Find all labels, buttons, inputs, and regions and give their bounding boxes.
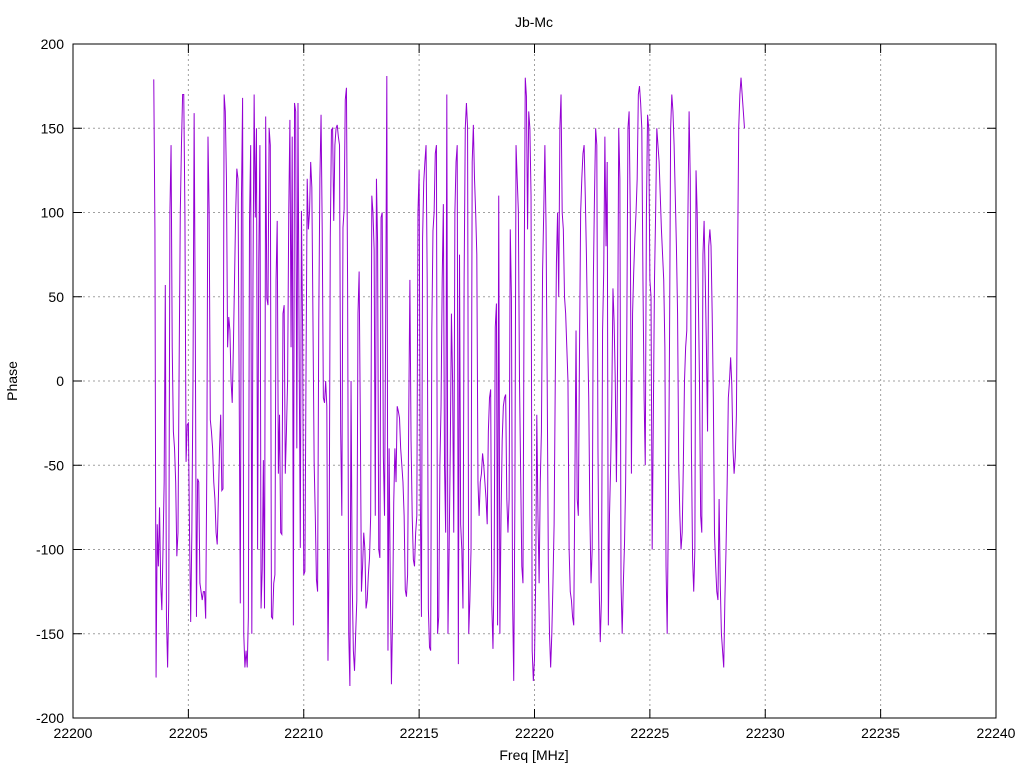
- grid-lines: [73, 44, 996, 718]
- y-tick-label: 0: [56, 373, 64, 389]
- x-tick-label: 22205: [169, 725, 208, 741]
- x-tick-label: 22235: [861, 725, 900, 741]
- x-tick-label: 22200: [54, 725, 93, 741]
- axis-ticks: [72, 43, 997, 719]
- x-tick-label: 22225: [630, 725, 669, 741]
- phase-series-line: [153, 76, 745, 687]
- y-tick-label: -150: [36, 626, 64, 642]
- y-axis-title: Phase: [4, 361, 20, 401]
- y-tick-label: 150: [41, 120, 65, 136]
- y-tick-label: 50: [48, 289, 64, 305]
- x-axis-title: Freq [MHz]: [499, 747, 568, 763]
- x-tick-label: 22210: [284, 725, 323, 741]
- x-tick-label: 22230: [746, 725, 785, 741]
- y-tick-labels: -200 -150 -100 -50 0 50 100 150 200: [36, 36, 64, 726]
- chart-title: Jb-Mc: [515, 14, 553, 30]
- series-layer: [153, 76, 745, 687]
- x-tick-labels: 22200 22205 22210 22215 22220 22225 22230 22235…: [54, 725, 1016, 741]
- x-tick-label: 22215: [400, 725, 439, 741]
- y-tick-label: -200: [36, 710, 64, 726]
- y-tick-label: -100: [36, 542, 64, 558]
- y-tick-label: 100: [41, 205, 65, 221]
- x-tick-label: 22240: [977, 725, 1016, 741]
- x-tick-label: 22220: [515, 725, 554, 741]
- y-tick-label: -50: [44, 457, 64, 473]
- y-tick-label: 200: [41, 36, 65, 52]
